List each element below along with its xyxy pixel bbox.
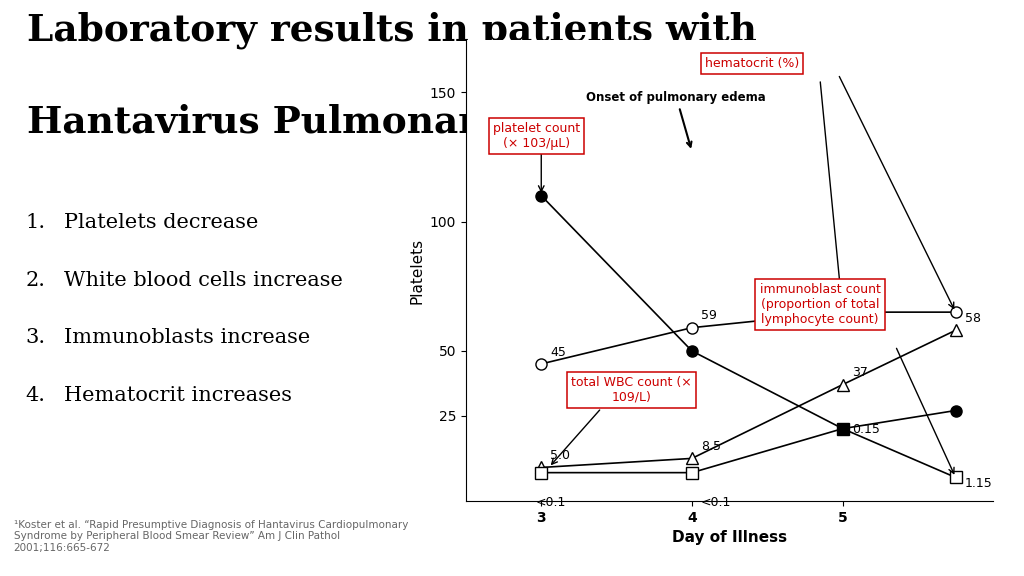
Text: 1.15: 1.15 [965,478,992,490]
Text: 65: 65 [852,294,867,307]
Text: immunoblast count
(proportion of total
lymphocyte count): immunoblast count (proportion of total l… [760,283,881,326]
Text: Platelets decrease: Platelets decrease [63,213,258,232]
Text: <0.1: <0.1 [701,496,731,509]
X-axis label: Day of Illness: Day of Illness [672,530,787,545]
Text: 2.: 2. [26,271,46,290]
Text: 1.: 1. [26,213,46,232]
Text: total WBC count (×
109/L): total WBC count (× 109/L) [571,376,692,404]
Text: Laboratory results in patients with: Laboratory results in patients with [28,12,757,49]
Text: 59: 59 [701,309,717,323]
Text: 5.0: 5.0 [550,449,570,463]
Text: <0.1: <0.1 [536,496,565,509]
Text: 45: 45 [550,346,566,359]
Text: platelet count
(× 103/μL): platelet count (× 103/μL) [494,122,581,150]
Text: 0.15: 0.15 [852,423,880,437]
Text: 8.5: 8.5 [701,440,721,453]
Text: Hematocrit increases: Hematocrit increases [63,386,292,405]
Text: 37: 37 [852,366,867,380]
Text: ¹Koster et al. “Rapid Presumptive Diagnosis of Hantavirus Cardiopulmonary
Syndro: ¹Koster et al. “Rapid Presumptive Diagno… [13,520,408,553]
Text: 4.: 4. [26,386,46,405]
Text: Hantavirus Pulmonary Syndrome: Hantavirus Pulmonary Syndrome [28,104,724,141]
Text: hematocrit (%): hematocrit (%) [706,57,800,70]
Text: White blood cells increase: White blood cells increase [63,271,343,290]
Text: Onset of pulmonary edema: Onset of pulmonary edema [587,91,766,147]
Text: Immunoblasts increase: Immunoblasts increase [63,328,310,347]
Text: 58: 58 [965,312,981,325]
Y-axis label: Platelets: Platelets [410,238,424,304]
Text: 3.: 3. [26,328,46,347]
